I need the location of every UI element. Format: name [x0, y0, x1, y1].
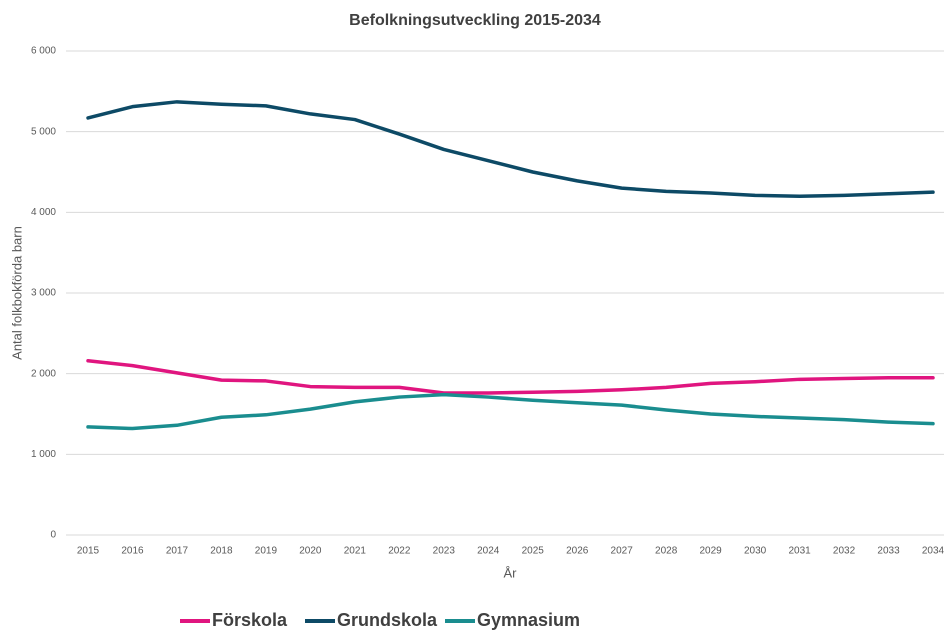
x-tick-label: 2023	[433, 546, 456, 557]
y-tick-label: 3 000	[31, 288, 56, 299]
x-tick-label: 2020	[299, 546, 322, 557]
x-tick-label: 2032	[833, 546, 856, 557]
chart-title: Befolkningsutveckling 2015-2034	[349, 12, 601, 29]
y-tick-label: 1 000	[31, 449, 56, 460]
series-line	[86, 392, 935, 431]
legend-label: Förskola	[212, 610, 288, 630]
x-tick-label: 2018	[210, 546, 233, 557]
x-tick-label: 2029	[700, 546, 723, 557]
x-tick-label: 2030	[744, 546, 767, 557]
y-axis-label: Antal folkbokförda barn	[9, 226, 24, 360]
y-tick-label: 6 000	[31, 46, 56, 57]
x-tick-label: 2034	[922, 546, 945, 557]
y-tick-label: 2 000	[31, 368, 56, 379]
x-tick-label: 2022	[388, 546, 411, 557]
y-tick-label: 4 000	[31, 207, 56, 218]
x-tick-label: 2033	[877, 546, 900, 557]
x-tick-label: 2016	[121, 546, 144, 557]
x-tick-label: 2026	[566, 546, 589, 557]
x-tick-label: 2031	[788, 546, 811, 557]
x-axis-label: År	[504, 565, 518, 580]
x-tick-label: 2015	[77, 546, 100, 557]
legend-label: Gymnasium	[477, 610, 580, 630]
series-line	[86, 359, 935, 395]
legend-label: Grundskola	[337, 610, 438, 630]
x-tick-label: 2019	[255, 546, 278, 557]
y-tick-label: 0	[50, 530, 56, 541]
x-tick-label: 2024	[477, 546, 500, 557]
x-tick-label: 2027	[611, 546, 634, 557]
series-line	[86, 100, 935, 198]
x-tick-label: 2028	[655, 546, 678, 557]
x-tick-label: 2021	[344, 546, 367, 557]
y-tick-label: 5 000	[31, 126, 56, 137]
x-tick-label: 2025	[522, 546, 545, 557]
x-tick-label: 2017	[166, 546, 189, 557]
